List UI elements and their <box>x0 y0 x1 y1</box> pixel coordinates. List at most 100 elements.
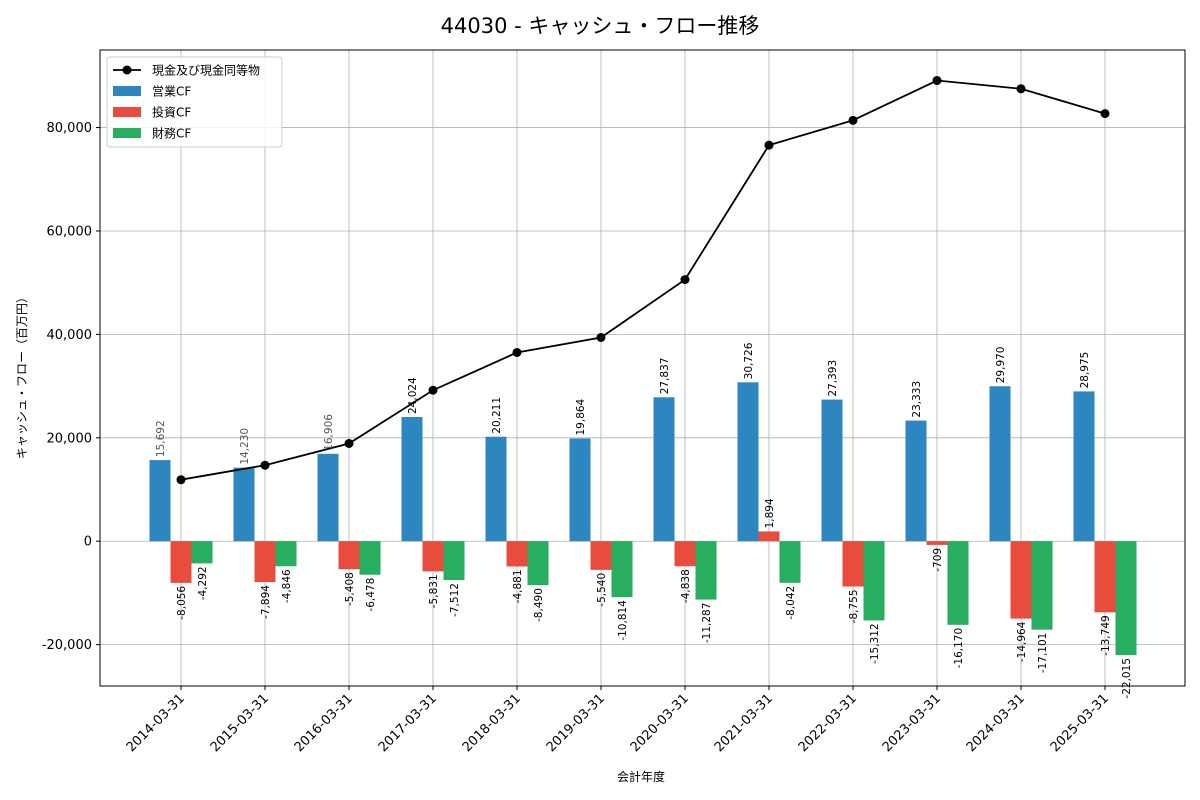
legend-label: 現金及び現金同等物 <box>152 63 260 78</box>
bar-financing <box>863 541 885 621</box>
cash-marker <box>428 385 438 395</box>
x-tick-label: 2020-03-31 <box>628 691 692 755</box>
y-tick-label: 0 <box>84 535 92 550</box>
x-axis: 2014-03-31 2015-03-31 2016-03-31 2017-03-31… <box>124 686 1112 755</box>
plot-frame <box>99 49 1186 687</box>
x-tick-label: 2014-03-31 <box>124 691 188 755</box>
bar-investing <box>842 541 864 587</box>
bar-operating <box>317 453 339 542</box>
y-axis-label: キャッシュ・フロー（百万円） <box>15 291 29 459</box>
x-tick-label: 2016-03-31 <box>292 691 356 755</box>
bar-financing <box>779 541 801 583</box>
data-labels-layer: 15,692 14,230 16,906 24,024 20,211 19,864 27,8… <box>155 342 1133 698</box>
cash-marker <box>596 332 606 342</box>
bar-operating <box>653 397 675 542</box>
y-tick-label: 40,000 <box>47 328 93 343</box>
data-label: -5,831 <box>428 574 440 608</box>
data-label: -4,846 <box>281 569 293 603</box>
bar-financing <box>527 541 549 586</box>
bar-financing <box>1115 541 1137 656</box>
legend-bar-swatch <box>113 86 141 96</box>
data-label: -14,964 <box>1016 621 1028 662</box>
bar-operating <box>989 386 1011 542</box>
bar-investing <box>758 531 780 542</box>
bar-financing <box>1031 541 1053 630</box>
data-label: -6,478 <box>365 578 377 612</box>
data-label: -7,894 <box>260 585 272 619</box>
bar-financing <box>947 541 969 625</box>
bar-financing <box>611 541 633 598</box>
legend-label: 財務CF <box>152 126 191 141</box>
bar-investing <box>1094 541 1116 613</box>
x-tick-label: 2019-03-31 <box>544 691 608 755</box>
data-label: -7,512 <box>449 583 461 617</box>
bar-investing <box>926 541 948 545</box>
bar-investing <box>1010 541 1032 619</box>
cash-marker <box>260 460 270 470</box>
x-axis-label: 会計年度 <box>617 769 665 784</box>
bar-operating <box>569 438 591 542</box>
data-label: -8,042 <box>785 586 797 620</box>
cash-marker <box>512 347 522 357</box>
data-label: 28,975 <box>1079 352 1091 389</box>
bar-investing <box>506 541 528 567</box>
data-label: 23,333 <box>911 381 923 418</box>
y-tick-label: 80,000 <box>47 121 93 136</box>
cash-line <box>180 79 1106 481</box>
legend-box <box>106 56 283 148</box>
data-label: 27,393 <box>827 360 839 397</box>
cash-marker <box>1016 84 1026 94</box>
bar-financing <box>191 541 213 564</box>
data-label: -5,408 <box>344 572 356 606</box>
bar-financing <box>359 541 381 575</box>
bars-layer <box>149 382 1137 656</box>
chart-title: 44030 - キャッシュ・フロー推移 <box>441 14 760 38</box>
y-tick-label: -20,000 <box>42 638 92 653</box>
y-tick-label: 20,000 <box>47 431 93 446</box>
data-label: -13,749 <box>1100 615 1112 656</box>
data-label: -4,838 <box>680 569 692 603</box>
x-tick-label: 2022-03-31 <box>796 691 860 755</box>
bar-operating <box>821 399 843 542</box>
bar-financing <box>695 541 717 600</box>
data-label: -22,015 <box>1121 658 1133 699</box>
data-label: 15,692 <box>155 420 167 457</box>
bar-operating <box>905 420 927 542</box>
bar-financing <box>275 541 297 567</box>
data-label: -4,292 <box>197 566 209 600</box>
data-label: -8,755 <box>848 589 860 623</box>
data-label: -8,490 <box>533 588 545 622</box>
legend-label: 営業CF <box>152 85 191 99</box>
x-tick-label: 2021-03-31 <box>712 691 776 755</box>
cash-marker <box>176 475 186 485</box>
bar-operating <box>233 467 255 542</box>
data-label: 16,906 <box>323 414 335 451</box>
bar-investing <box>338 541 360 570</box>
data-label: 27,837 <box>659 358 671 395</box>
data-label: -16,170 <box>953 628 965 669</box>
x-tick-label: 2017-03-31 <box>376 691 440 755</box>
data-label: -4,881 <box>512 569 524 603</box>
data-label: 14,230 <box>239 428 251 465</box>
bar-operating <box>1073 391 1095 542</box>
data-label: 19,864 <box>575 398 587 435</box>
bar-financing <box>443 541 465 581</box>
bar-investing <box>590 541 612 570</box>
x-tick-label: 2025-03-31 <box>1048 691 1112 755</box>
bar-investing <box>170 541 192 583</box>
data-label: 24,024 <box>407 377 419 414</box>
bar-investing <box>422 541 444 572</box>
cash-marker <box>848 115 858 125</box>
data-label: -17,101 <box>1037 633 1049 674</box>
data-label: -11,287 <box>701 603 713 644</box>
x-tick-label: 2023-03-31 <box>880 691 944 755</box>
legend-label: 投資CF <box>152 105 191 120</box>
x-tick-label: 2018-03-31 <box>460 691 524 755</box>
legend-marker-swatch <box>122 65 132 75</box>
x-tick-label: 2015-03-31 <box>208 691 272 755</box>
data-label: -10,814 <box>617 600 629 641</box>
data-label: 30,726 <box>743 342 755 379</box>
data-label: -709 <box>932 548 944 572</box>
line-layer <box>176 76 1110 485</box>
